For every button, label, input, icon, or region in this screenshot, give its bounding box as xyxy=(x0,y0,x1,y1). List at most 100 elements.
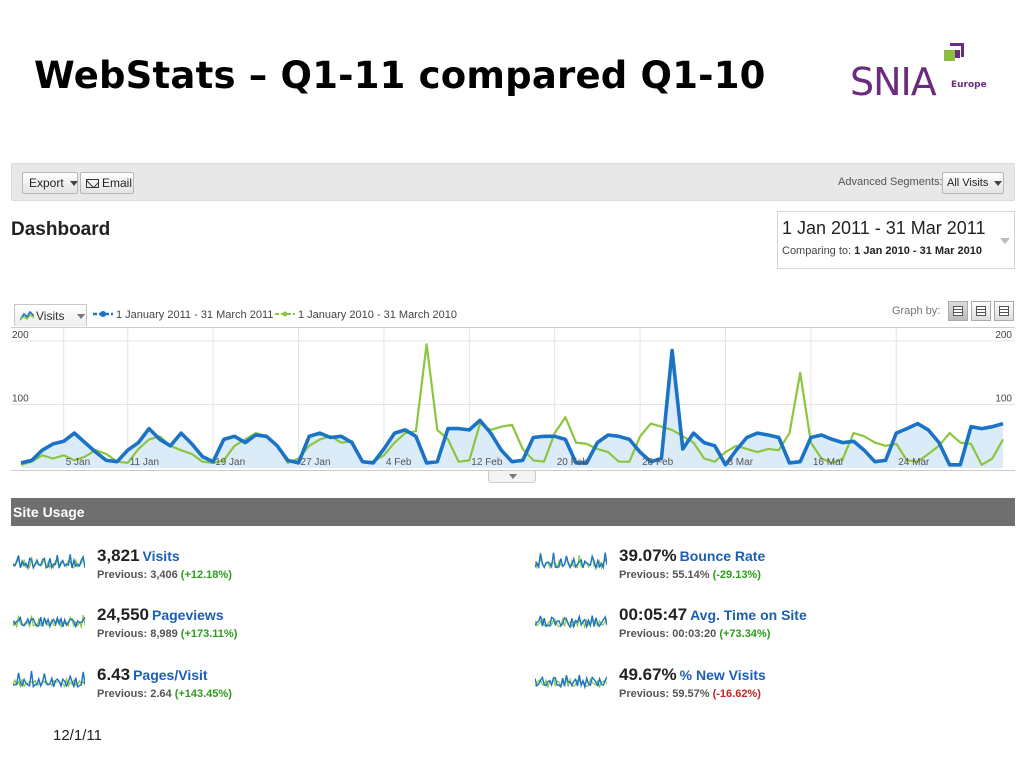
logo-bracket-shape xyxy=(950,43,964,57)
site-usage-header: Site Usage xyxy=(11,498,1015,526)
comparing-range-value: 1 Jan 2010 - 31 Mar 2010 xyxy=(854,245,982,257)
x-tick-label: 24 Mar xyxy=(898,457,930,468)
chart-resize-handle[interactable] xyxy=(488,471,536,483)
previous-value: 00:03:20 xyxy=(672,628,717,640)
date-range-text: 1 Jan 2011 - 31 Mar 2011 xyxy=(782,218,986,238)
comparing-label: Comparing to: xyxy=(782,245,852,257)
previous-value: 55.14% xyxy=(672,569,710,581)
metric-previous: Previous: 59.57% (-16.62%) xyxy=(619,688,761,700)
graph-by-month-button[interactable] xyxy=(994,301,1014,321)
metric-value: 6.43 xyxy=(97,665,131,684)
series-area-2011 xyxy=(21,350,1003,468)
legend-swatch-blue xyxy=(93,311,113,317)
metric-main: 00:05:47 Avg. Time on Site xyxy=(619,605,807,625)
metric-label-link[interactable]: Pages/Visit xyxy=(133,667,208,683)
previous-label: Previous: xyxy=(619,569,670,581)
x-tick-label: 19 Jan xyxy=(215,457,245,468)
metric-block: 24,550 Pageviews Previous: 8,989 (+173.11%… xyxy=(13,605,453,649)
metric-main: 24,550 Pageviews xyxy=(97,605,224,625)
graph-by-week-button[interactable] xyxy=(971,301,991,321)
metric-main: 3,821 Visits xyxy=(97,546,180,566)
metric-block: 6.43 Pages/Visit Previous: 2.64 (+143.45%) xyxy=(13,665,453,709)
metric-previous: Previous: 55.14% (-29.13%) xyxy=(619,569,761,581)
x-tick-label: 28 Feb xyxy=(642,457,674,468)
metric-label-link[interactable]: Bounce Rate xyxy=(679,548,766,564)
metric-label-link[interactable]: % New Visits xyxy=(679,667,766,683)
envelope-icon xyxy=(86,179,99,188)
pageviews-sparkline-icon xyxy=(13,614,85,630)
graph-by-day-button[interactable] xyxy=(948,301,968,321)
metric-label-link[interactable]: Avg. Time on Site xyxy=(690,607,807,623)
slide-title: WebStats – Q1-11 compared Q1-10 xyxy=(34,54,766,97)
metric-value: 24,550 xyxy=(97,605,149,624)
previous-label: Previous: xyxy=(97,569,148,581)
comparison-range: Comparing to: 1 Jan 2010 - 31 Mar 2010 xyxy=(782,245,982,257)
sparkline-series xyxy=(13,554,85,571)
series-line-2011 xyxy=(20,348,1004,467)
change-percent: (-29.13%) xyxy=(712,569,761,581)
graph-by-month-icon xyxy=(999,306,1009,316)
export-label: Export xyxy=(29,176,64,190)
chevron-down-icon xyxy=(77,314,85,319)
avg-time-sparkline-icon xyxy=(535,613,607,630)
previous-label: Previous: xyxy=(619,628,670,640)
y-tick-label-right: 200 xyxy=(995,330,1012,341)
sparkline-series xyxy=(535,552,607,571)
segment-value: All Visits xyxy=(947,177,989,189)
x-tick-label: 27 Jan xyxy=(301,457,331,468)
y-tick-label-left: 200 xyxy=(12,330,29,341)
x-tick-label: 12 Feb xyxy=(471,457,503,468)
metric-main: 49.67%% New Visits xyxy=(619,665,766,685)
metric-main: 6.43 Pages/Visit xyxy=(97,665,208,685)
visits-line-chart: 200 100 200 100 5 Jan 11 Jan 19 Jan 27 Jan 4 Feb… xyxy=(11,327,1015,471)
export-button[interactable]: Export xyxy=(22,172,78,194)
email-button[interactable]: Email xyxy=(80,172,134,194)
sparkline-series xyxy=(535,613,607,630)
series-line-2010 xyxy=(20,343,1004,466)
y-tick-label-right: 100 xyxy=(995,394,1012,405)
sparkline-series xyxy=(13,670,85,689)
logo-green-square xyxy=(944,50,955,61)
metric-previous: Previous: 3,406 (+12.18%) xyxy=(97,569,232,581)
metric-block: 49.67%% New Visits Previous: 59.57% (-16.… xyxy=(535,665,975,709)
snia-europe-logo: SNIA Europe xyxy=(850,40,990,106)
metric-label-link[interactable]: Visits xyxy=(142,548,180,564)
metric-value: 00:05:47 xyxy=(619,605,688,624)
legend-item-2011: 1 January 2011 - 31 March 2011 xyxy=(93,309,273,321)
toolbar: Export Email Advanced Segments: All Visi… xyxy=(11,163,1015,201)
pages-visit-sparkline-icon xyxy=(13,670,85,689)
x-tick-label: 4 Feb xyxy=(386,457,412,468)
chart-svg: 200 100 200 100 5 Jan 11 Jan 19 Jan 27 Jan 4 Feb… xyxy=(11,328,1015,468)
date-range-picker[interactable]: 1 Jan 2011 - 31 Mar 2011 Comparing to: 1… xyxy=(777,211,1015,269)
metric-select-label: Visits xyxy=(36,309,65,323)
metric-previous: Previous: 2.64 (+143.45%) xyxy=(97,688,232,700)
visits-chart-icon xyxy=(20,311,34,321)
logo-wordmark: SNIA xyxy=(850,60,937,104)
x-tick-label: 11 Jan xyxy=(130,457,159,468)
segment-select[interactable]: All Visits xyxy=(942,172,1004,194)
new-visits-sparkline-icon xyxy=(535,674,607,690)
metric-label-link[interactable]: Pageviews xyxy=(152,607,224,623)
change-percent: (+73.34%) xyxy=(719,628,771,640)
change-percent: (-16.62%) xyxy=(712,688,761,700)
previous-value: 2.64 xyxy=(150,688,172,700)
metric-block: 00:05:47 Avg. Time on Site Previous: 00:03… xyxy=(535,605,975,649)
legend-label-2010: 1 January 2010 - 31 March 2010 xyxy=(298,309,457,321)
previous-value: 3,406 xyxy=(150,569,178,581)
chevron-down-icon[interactable] xyxy=(1000,238,1010,244)
graph-by-label: Graph by: xyxy=(892,305,941,317)
footer-date: 12/1/11 xyxy=(53,727,102,744)
chevron-down-icon xyxy=(994,180,1003,186)
metric-select-button[interactable]: Visits xyxy=(14,304,87,326)
graph-by-week-icon xyxy=(976,306,986,316)
chevron-down-icon xyxy=(69,181,78,187)
metric-block: 39.07% Bounce Rate Previous: 55.14% (-29.1… xyxy=(535,546,975,590)
advanced-segments-label: Advanced Segments: xyxy=(838,176,943,188)
metric-value: 3,821 xyxy=(97,546,140,565)
graph-header: Visits 1 January 2011 - 31 March 2011 1 … xyxy=(11,301,1015,327)
metric-block: 3,821 Visits Previous: 3,406 (+12.18%) xyxy=(13,546,453,590)
metric-previous: Previous: 00:03:20 (+73.34%) xyxy=(619,628,770,640)
sparkline-series xyxy=(13,615,85,629)
legend-item-2010: 1 January 2010 - 31 March 2010 xyxy=(275,309,457,321)
x-tick-label: 20 Feb xyxy=(557,457,589,468)
